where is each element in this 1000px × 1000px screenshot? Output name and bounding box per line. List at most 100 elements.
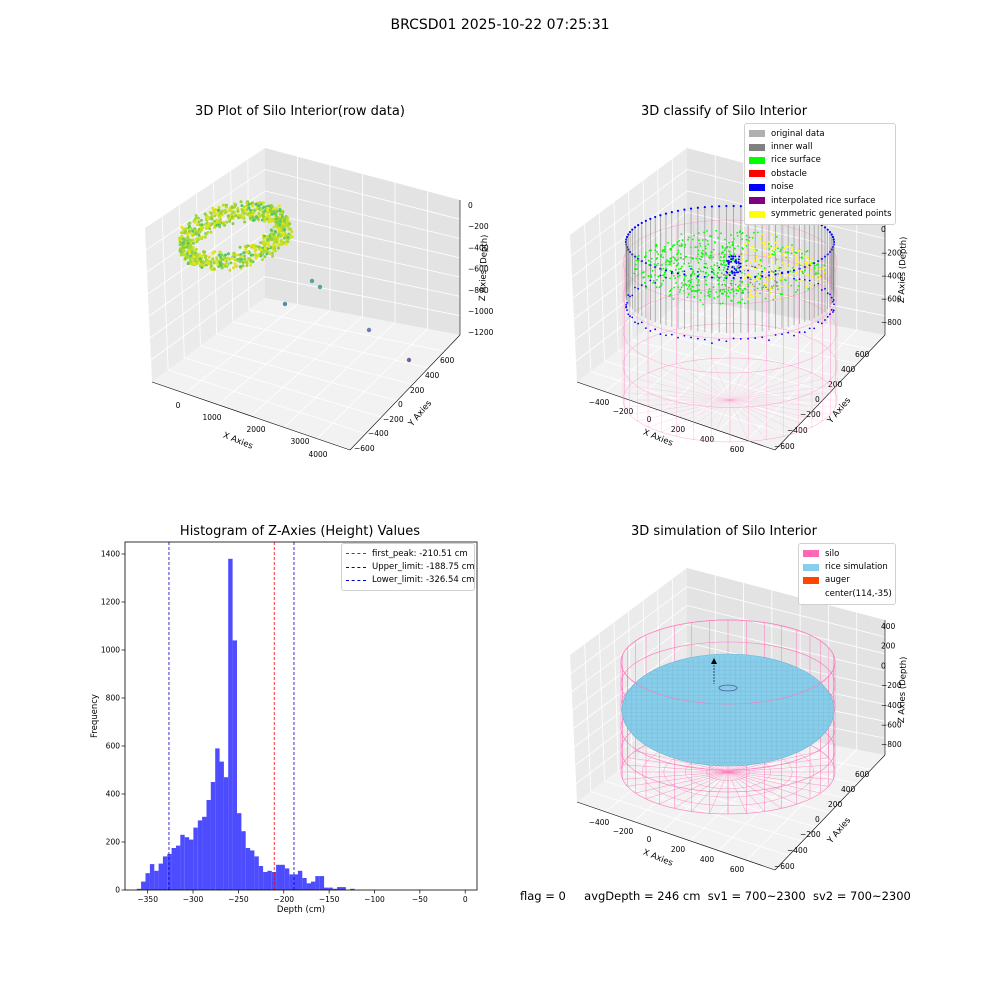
raw-data-point bbox=[186, 236, 190, 240]
noise-cluster-point bbox=[736, 271, 738, 274]
original-data-point bbox=[772, 271, 774, 273]
rice-surface-point bbox=[802, 272, 804, 275]
raw-data-point bbox=[182, 227, 186, 231]
rice-surface-point bbox=[805, 250, 808, 253]
rice-surface-point bbox=[723, 266, 726, 269]
raw-data-point bbox=[222, 222, 225, 226]
raw-data-point bbox=[247, 213, 251, 217]
classify-z-tick: −600 bbox=[881, 295, 902, 304]
rice-surface-point bbox=[781, 246, 784, 249]
rice-surface-point bbox=[634, 263, 637, 266]
rice-surface-point bbox=[655, 245, 658, 248]
symmetric-point bbox=[811, 275, 814, 278]
symmetric-point bbox=[799, 280, 801, 282]
raw-data-point bbox=[209, 230, 213, 234]
noise-cluster-point bbox=[734, 255, 737, 258]
rice-surface-point bbox=[797, 285, 800, 287]
rice-surface-point bbox=[693, 290, 696, 293]
histogram-bar bbox=[149, 864, 155, 890]
rice-surface-point bbox=[680, 286, 683, 289]
original-data-point bbox=[720, 276, 722, 278]
rice-surface-point bbox=[637, 259, 640, 262]
symmetric-point bbox=[751, 246, 754, 248]
rice-surface-point bbox=[683, 262, 686, 265]
raw-data-point bbox=[287, 227, 291, 231]
raw-data-point bbox=[251, 215, 255, 219]
raw-data-point bbox=[233, 202, 236, 206]
rice-surface-point bbox=[696, 246, 699, 248]
silo-floor-spoke bbox=[729, 399, 784, 437]
rice-surface-point bbox=[801, 252, 803, 255]
raw-grid-y bbox=[196, 193, 201, 347]
classify-grid-y bbox=[590, 371, 789, 437]
original-data-point bbox=[753, 285, 755, 287]
rice-surface-point bbox=[752, 231, 755, 234]
symmetric-point bbox=[819, 268, 822, 271]
raw-data-point bbox=[288, 222, 292, 226]
symmetric-point bbox=[779, 273, 781, 276]
rice-surface-point bbox=[796, 252, 798, 254]
noise-point bbox=[631, 294, 634, 297]
avg-depth-text: avgDepth = 246 cm bbox=[584, 889, 701, 903]
original-data-point bbox=[733, 279, 735, 281]
symmetric-point bbox=[765, 277, 767, 280]
rice-surface-point bbox=[723, 290, 726, 293]
noise-cluster-point bbox=[730, 255, 733, 258]
raw-data-point bbox=[205, 225, 209, 229]
rice-surface-point bbox=[657, 262, 659, 265]
rice-surface-point bbox=[662, 267, 665, 270]
rice-surface-point bbox=[710, 251, 712, 254]
rice-surface-point bbox=[663, 271, 666, 274]
noise-point bbox=[803, 331, 806, 334]
simulation-y-tick: 600 bbox=[855, 770, 870, 779]
rice-surface-point bbox=[775, 236, 778, 238]
rice-surface-point bbox=[634, 268, 637, 271]
noise-cluster-point bbox=[726, 268, 729, 271]
silo-floor-spoke bbox=[661, 399, 731, 433]
silo-floor-spoke bbox=[629, 385, 731, 401]
rice-surface-point bbox=[733, 238, 735, 240]
simulation-y-tick: 400 bbox=[841, 785, 856, 794]
raw-data-point bbox=[217, 208, 220, 212]
noise-cluster-point bbox=[726, 260, 729, 262]
raw-data-point bbox=[245, 261, 249, 265]
raw-z-label: Z Axies (Depth) bbox=[478, 234, 490, 301]
symmetric-point bbox=[762, 244, 765, 247]
rice-surface-point bbox=[745, 234, 748, 237]
original-data-point bbox=[765, 286, 767, 288]
rice-surface-point bbox=[773, 251, 776, 254]
rice-surface-point bbox=[758, 283, 761, 285]
raw-data-point bbox=[179, 250, 183, 254]
raw-data-point bbox=[206, 231, 210, 234]
raw-data-point bbox=[257, 204, 261, 208]
rice-surface-point bbox=[791, 244, 793, 247]
rice-surface-point bbox=[745, 238, 748, 241]
rice-surface-point bbox=[720, 232, 722, 235]
rice-surface-point bbox=[738, 287, 741, 290]
rice-surface-point bbox=[713, 297, 716, 299]
noise-cluster-point bbox=[739, 270, 742, 273]
histogram-bar bbox=[206, 800, 211, 890]
raw-data-point bbox=[206, 259, 210, 263]
symmetric-point bbox=[782, 277, 784, 280]
simulation-y-axis bbox=[774, 754, 886, 871]
histogram-bar bbox=[341, 887, 346, 890]
symmetric-point bbox=[788, 274, 791, 276]
noise-point bbox=[628, 230, 632, 234]
symmetric-point bbox=[768, 250, 771, 253]
rice-surface-point bbox=[771, 253, 774, 256]
silo-floor-spoke bbox=[729, 372, 813, 401]
symmetric-point bbox=[819, 276, 821, 279]
classify-x-axis bbox=[576, 381, 776, 451]
symmetric-point bbox=[817, 278, 820, 281]
noise-cluster-point bbox=[739, 262, 742, 265]
symmetric-point bbox=[764, 248, 766, 250]
noise-point bbox=[683, 208, 686, 211]
raw-data-point bbox=[231, 222, 235, 226]
raw-grid-y bbox=[200, 345, 398, 402]
raw-data-point bbox=[232, 266, 235, 270]
symmetric-point bbox=[741, 260, 744, 263]
raw-data-point bbox=[275, 210, 279, 214]
legend-swatch bbox=[749, 130, 765, 138]
noise-point bbox=[830, 296, 833, 299]
